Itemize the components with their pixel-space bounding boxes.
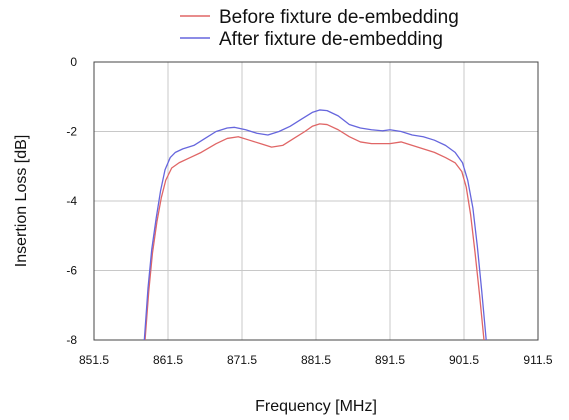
y-tick-label: -6	[66, 264, 77, 278]
series-line-before	[144, 123, 485, 341]
y-tick-label: -2	[66, 125, 77, 139]
x-tick-label: 901.5	[449, 353, 479, 367]
y-tick-label: -4	[66, 194, 77, 208]
y-tick-label: 0	[70, 55, 77, 69]
y-axis-title: Insertion Loss [dB]	[13, 135, 30, 268]
legend-label-before: Before fixture de-embedding	[219, 7, 459, 28]
x-tick-label: 891.5	[375, 353, 405, 367]
x-tick-label: 851.5	[79, 353, 109, 367]
y-tick-label: -8	[66, 333, 77, 347]
y-tick-labels: 0 -2 -4 -6 -8	[66, 55, 77, 347]
legend-label-after: After fixture de-embedding	[219, 29, 443, 50]
plot-frame	[93, 61, 539, 341]
x-tick-label: 881.5	[301, 353, 331, 367]
legend: Before fixture de-embedding After fixtur…	[180, 7, 459, 50]
x-tick-label: 911.5	[523, 353, 552, 367]
series-line-after	[143, 109, 487, 341]
x-axis-title: Frequency [MHz]	[255, 398, 377, 415]
x-tick-labels: 851.5 861.5 871.5 881.5 891.5 901.5 911.5	[79, 353, 553, 367]
x-tick-label: 861.5	[153, 353, 183, 367]
series-group	[143, 109, 487, 341]
x-tick-label: 871.5	[227, 353, 257, 367]
